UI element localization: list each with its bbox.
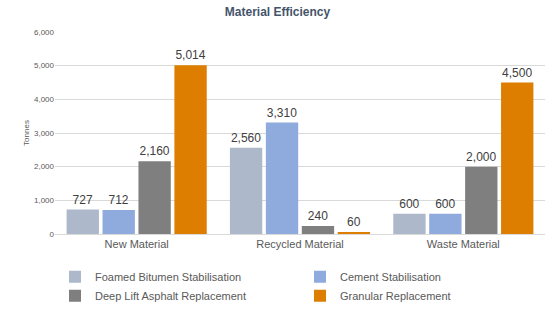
svg-text:Granular Replacement: Granular Replacement [340,290,451,302]
svg-text:600: 600 [435,197,455,211]
svg-text:3,000: 3,000 [34,129,55,138]
svg-text:2,000: 2,000 [34,162,55,171]
svg-text:4,500: 4,500 [502,66,532,80]
svg-text:0: 0 [50,230,55,239]
svg-text:60: 60 [347,215,361,229]
svg-text:2,160: 2,160 [139,144,169,158]
svg-text:2,560: 2,560 [231,131,261,145]
svg-text:Tonnes: Tonnes [22,120,31,146]
svg-text:Recycled Material: Recycled Material [256,238,343,250]
svg-text:3,310: 3,310 [267,106,297,120]
svg-text:1,000: 1,000 [34,196,55,205]
svg-text:Foamed Bitumen Stabilisation: Foamed Bitumen Stabilisation [95,271,241,283]
svg-text:5,014: 5,014 [175,48,205,62]
svg-text:6,000: 6,000 [34,28,55,37]
svg-text:600: 600 [399,197,419,211]
svg-text:2,000: 2,000 [466,150,496,164]
svg-text:727: 727 [73,193,93,207]
svg-text:Waste Material: Waste Material [427,238,500,250]
svg-text:New Material: New Material [105,238,169,250]
svg-text:Cement Stabilisation: Cement Stabilisation [340,271,441,283]
svg-text:4,000: 4,000 [34,95,55,104]
svg-text:712: 712 [109,193,129,207]
svg-text:Deep Lift Asphalt Replacement: Deep Lift Asphalt Replacement [95,290,246,302]
svg-text:Material Efficiency: Material Efficiency [225,5,331,19]
svg-text:240: 240 [308,209,328,223]
svg-text:5,000: 5,000 [34,61,55,70]
